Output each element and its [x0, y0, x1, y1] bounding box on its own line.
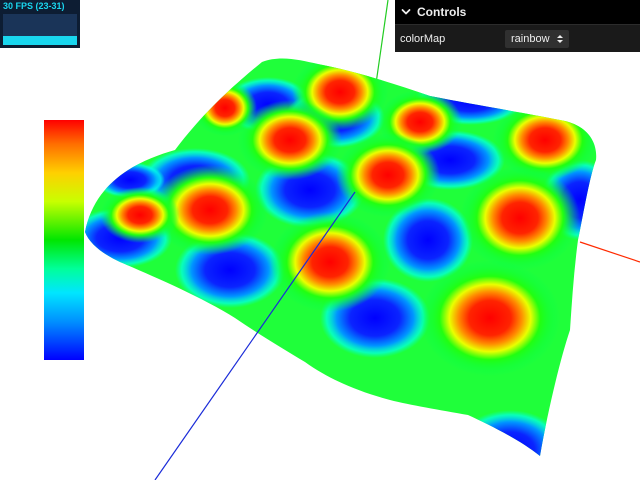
controls-header[interactable]: Controls: [395, 0, 640, 25]
fps-stats-panel[interactable]: 30 FPS (23-31): [0, 0, 80, 48]
chevron-down-icon: [401, 9, 411, 15]
controls-panel: Controls colorMap rainbow: [395, 0, 640, 52]
surface-high-regions: [100, 58, 597, 376]
controls-title: Controls: [417, 5, 467, 19]
colormap-row: colorMap rainbow: [395, 25, 640, 52]
colormap-select[interactable]: rainbow: [505, 29, 569, 48]
fps-label: 30 FPS (23-31): [3, 1, 65, 11]
updown-arrows-icon: [556, 34, 563, 43]
colormap-select-value: rainbow: [511, 32, 550, 45]
colormap-legend: [44, 120, 84, 360]
fps-graph: [3, 14, 77, 45]
z-axis-line: [154, 191, 356, 480]
x-axis-line: [579, 241, 640, 263]
fps-graph-fill: [3, 36, 77, 45]
colormap-label: colorMap: [400, 32, 446, 45]
